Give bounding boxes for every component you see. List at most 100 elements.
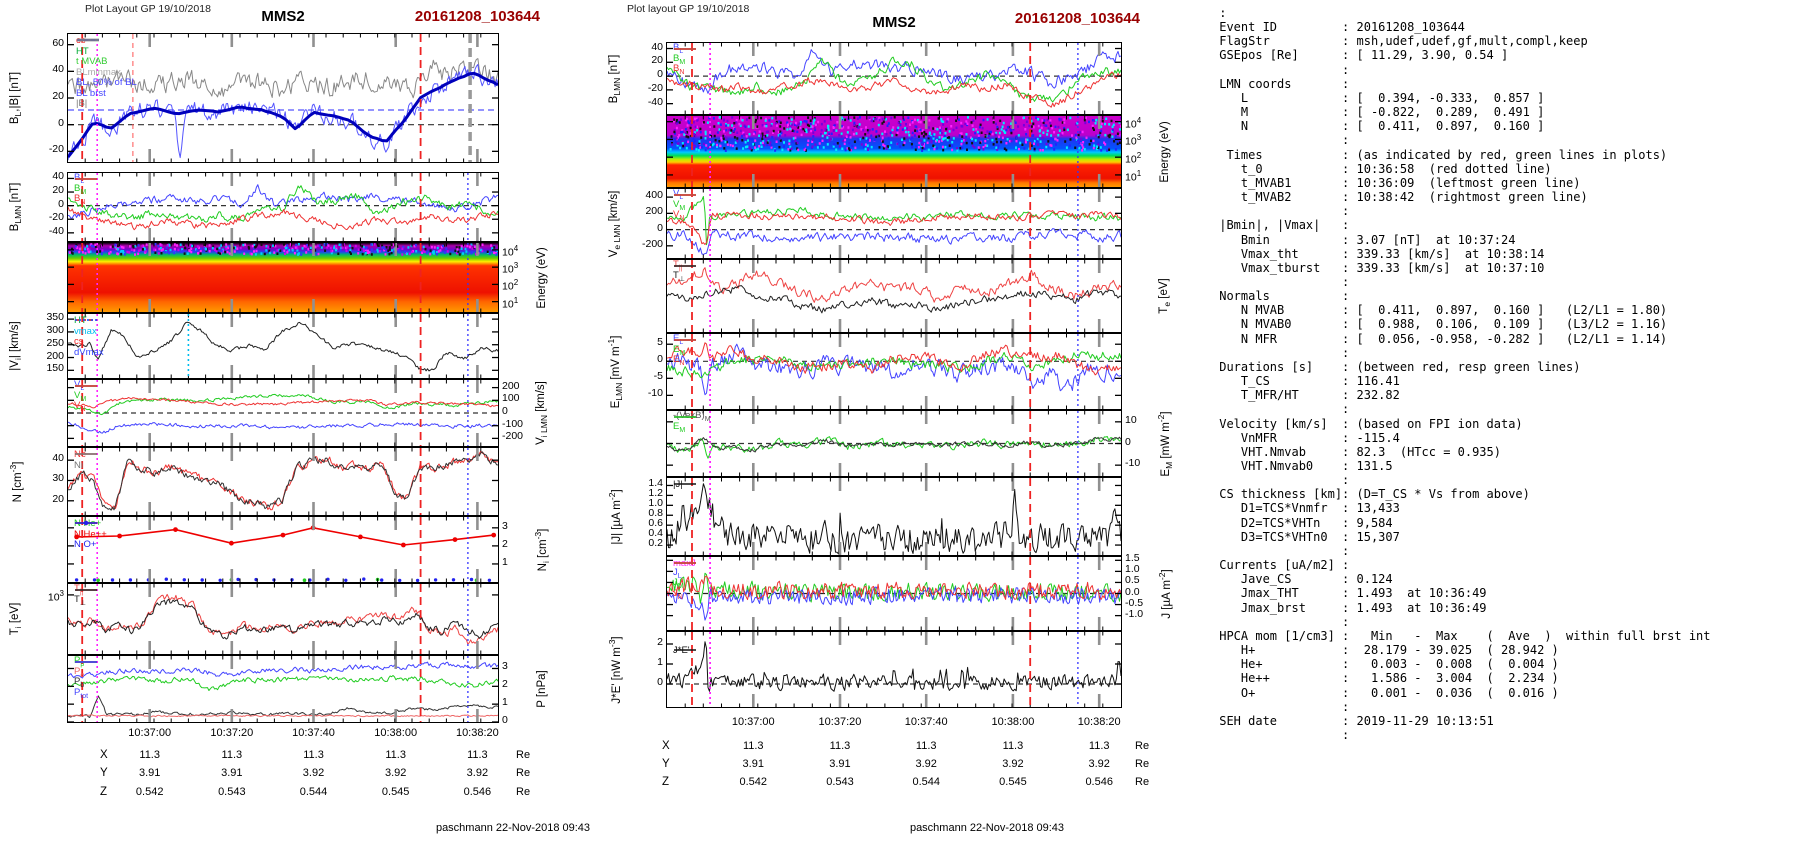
- y-tick-label: 350: [46, 311, 64, 324]
- y-tick-label: 200: [502, 379, 520, 392]
- position-value: 0.543: [826, 776, 854, 788]
- right-axis-label: Te [eV]: [1157, 278, 1173, 314]
- y-tick-label: 0: [657, 68, 663, 81]
- legend-label: VL: [74, 379, 85, 392]
- legend-label: VM: [74, 389, 87, 403]
- plot-panel-j-lmn: maxJ JL JM JN: [666, 556, 1122, 631]
- y-axis-label: ELMN [mV m-1]: [605, 335, 625, 408]
- position-value: 0.546: [1085, 776, 1113, 788]
- y-tick-label: -40: [48, 224, 64, 237]
- footer-stamp: paschmann 22-Nov-2018 09:43: [909, 822, 1065, 834]
- legend-label: JN: [673, 587, 683, 601]
- position-value: 11.3: [467, 749, 488, 761]
- y-tick-label: 1.0: [648, 497, 663, 510]
- legend-item: t MVAB: [76, 39, 137, 68]
- legend-item: BN: [74, 178, 97, 207]
- y-tick-label: 2: [657, 636, 663, 648]
- y-tick-label: 0: [657, 221, 663, 234]
- legend-item: cs: [74, 319, 104, 348]
- y-tick-label: 103: [47, 588, 64, 604]
- position-value: 0.542: [739, 776, 768, 788]
- time-tick-label: 10:37:00: [128, 727, 172, 739]
- position-row-label: Z: [100, 786, 108, 798]
- legend-label: N O+: [74, 539, 97, 550]
- position-unit: Re: [1135, 740, 1150, 752]
- position-unit: Re: [516, 749, 531, 761]
- plot-panel-vi-mag: HT vmax cs dVmax: [67, 313, 499, 379]
- legend-item: dVmax: [74, 319, 104, 359]
- position-value: 3.91: [221, 767, 243, 779]
- y-tick-label: 250: [46, 336, 64, 349]
- legend-label: BM: [74, 182, 87, 196]
- plot-panel-blmn-brst: BL BM BN: [666, 42, 1122, 115]
- y-tick-label: -100: [502, 417, 524, 430]
- y-tick-label: 40: [52, 170, 64, 183]
- figure-middle-burst: Plot layout GP 19/10/2018 MMS2 20161208_…: [560, 0, 1200, 841]
- time-tick-label: 10:38:00: [374, 727, 418, 739]
- y-tick-label: 5: [657, 336, 663, 349]
- y-tick-label: 0.6: [648, 517, 663, 530]
- legend-label: JL: [673, 566, 682, 580]
- y-tick-label: 0: [1125, 435, 1131, 448]
- y-tick-label: 104: [502, 243, 519, 259]
- right-axis-label: Energy (eV): [536, 246, 548, 309]
- legend-label: T⊥: [74, 593, 86, 607]
- y-tick-label: 0: [502, 405, 508, 417]
- y-tick-label: 3: [502, 660, 508, 673]
- y-tick-label: 0: [657, 676, 663, 688]
- y-tick-label: 103: [502, 261, 519, 276]
- y-axis-label: BLMN [nT]: [607, 54, 623, 103]
- position-value: 0.542: [135, 786, 164, 798]
- legend-item: EN: [673, 339, 696, 368]
- position-row-label: Y: [100, 767, 108, 779]
- y-axis-label: Ti [eV]: [8, 602, 24, 636]
- y-tick-label: 0: [58, 116, 64, 129]
- legend-label: JM: [673, 577, 684, 590]
- position-value: 0.544: [912, 776, 940, 788]
- y-tick-label: -40: [647, 95, 663, 108]
- time-tick-label: 10:37:40: [904, 716, 948, 728]
- y-tick-label: 10: [1125, 413, 1137, 426]
- y-tick-label: 102: [502, 278, 519, 293]
- legend-item: T⊥: [673, 265, 696, 284]
- legend-label: T||: [74, 583, 84, 596]
- y-tick-label: 40: [651, 40, 663, 53]
- legend-label: N He++: [74, 528, 107, 540]
- position-value: 3.92: [915, 758, 937, 770]
- legend-label: BL brst: [76, 87, 106, 99]
- legend-label: Pb: [74, 676, 85, 689]
- plot-panel-je: J*E': [666, 631, 1122, 708]
- figure-left-survey: Plot Layout GP 19/10/2018 MMS2 20161208_…: [0, 0, 590, 841]
- legend-label: T||: [673, 259, 683, 272]
- y-tick-label: -20: [48, 143, 64, 156]
- legend-label: BL: [673, 42, 684, 55]
- plot-panel-j-mag: |J|: [666, 477, 1122, 556]
- legend-item: Ptot: [74, 661, 97, 701]
- y-tick-label: 103: [1125, 133, 1142, 148]
- y-tick-label: 400: [645, 189, 663, 202]
- legend: VL VM VN: [74, 379, 97, 414]
- y-tick-label: -20: [48, 211, 64, 224]
- legend-item: N O+: [74, 520, 107, 551]
- y-axis-label: BLMN [nT]: [8, 182, 24, 232]
- y-tick-label: 0: [58, 197, 64, 210]
- time-tick-label: 10:38:20: [1077, 716, 1121, 728]
- y-tick-label: 1: [502, 555, 508, 568]
- legend-item: BN: [673, 48, 696, 77]
- legend-label: VM: [673, 198, 686, 212]
- position-value: 3.92: [384, 767, 407, 779]
- y-tick-label: 20: [52, 90, 64, 102]
- y-tick-label: 1.2: [648, 487, 663, 500]
- plot-panel-te: T|| T⊥: [666, 259, 1122, 333]
- position-value: 0.544: [299, 786, 328, 798]
- y-tick-label: 0.8: [648, 507, 663, 520]
- legend: HT vmax cs dVmax: [74, 315, 104, 359]
- legend-label: BL: [74, 172, 85, 185]
- y-axis-label: Ve LMN [km/s]: [607, 190, 623, 257]
- y-tick-label: 200: [645, 205, 663, 218]
- y-tick-label: 104: [1125, 115, 1142, 131]
- plot-panel-pressure: Pp Pe Pb Ptot: [67, 655, 499, 723]
- position-value: 3.91: [138, 767, 161, 779]
- legend: N He+N He++N O+: [74, 518, 107, 551]
